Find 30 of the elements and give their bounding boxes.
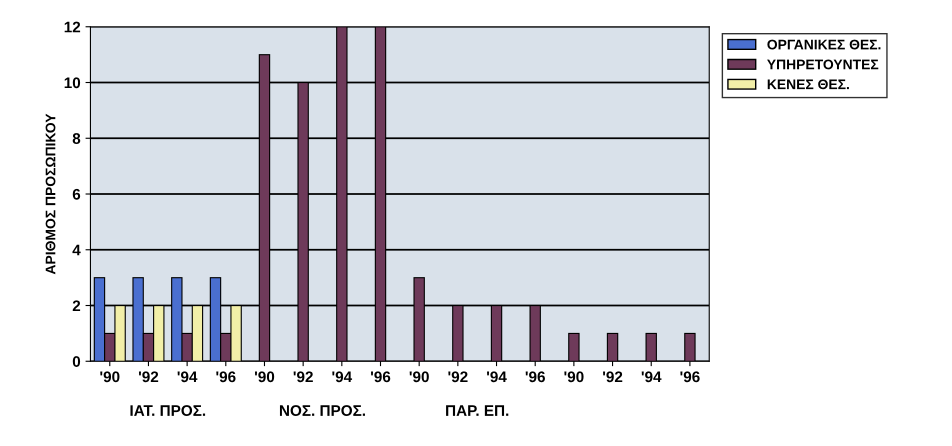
x-tick-label: '94 <box>487 371 507 382</box>
y-tick-label: 2 <box>72 300 80 312</box>
x-tick-label: '92 <box>603 371 622 382</box>
x-tick-label: '96 <box>371 371 390 382</box>
x-tick-label: '92 <box>448 371 468 382</box>
y-tick-label: 6 <box>72 188 80 200</box>
y-tick-label: 12 <box>64 22 80 32</box>
text: ΠΑΡ. ΕΠ. <box>446 405 508 416</box>
y-tick-label: 10 <box>64 77 80 88</box>
x-tick-label: '96 <box>680 371 700 382</box>
x-tick-label: '92 <box>138 371 158 382</box>
x-tick-label: '94 <box>332 371 352 382</box>
x-tick-label: '90 <box>254 371 274 382</box>
y-tick-label: 0 <box>72 356 80 367</box>
x-tick-label: '96 <box>526 371 545 382</box>
legend-label: ΥΠΗΡΕΤΟΥΝΤΕΣ <box>767 60 878 70</box>
text: ΙΑΤ. ΠΡΟΣ. <box>130 405 206 416</box>
y-axis-title: ΑΡΙΘΜΟΣ ΠΡΟΣΩΠΙΚΟΥ <box>46 114 56 274</box>
x-tick-label: '96 <box>216 371 236 382</box>
y-tick-label: 4 <box>72 244 81 256</box>
text: ΝΟΣ. ΠΡΟΣ. <box>280 405 365 416</box>
x-tick-label: '90 <box>100 371 120 382</box>
y-tick-label: 8 <box>72 133 80 144</box>
x-tick-label: '94 <box>642 371 662 382</box>
x-tick-label: '90 <box>564 371 584 382</box>
legend-label: ΟΡΓΑΝΙΚΕΣ ΘΕΣ. <box>767 40 880 50</box>
x-tick-label: '94 <box>178 371 198 382</box>
x-tick-label: '90 <box>410 371 429 382</box>
legend-label: ΚΕΝΕΣ ΘΕΣ. <box>768 79 849 90</box>
x-tick-label: '92 <box>294 371 313 382</box>
